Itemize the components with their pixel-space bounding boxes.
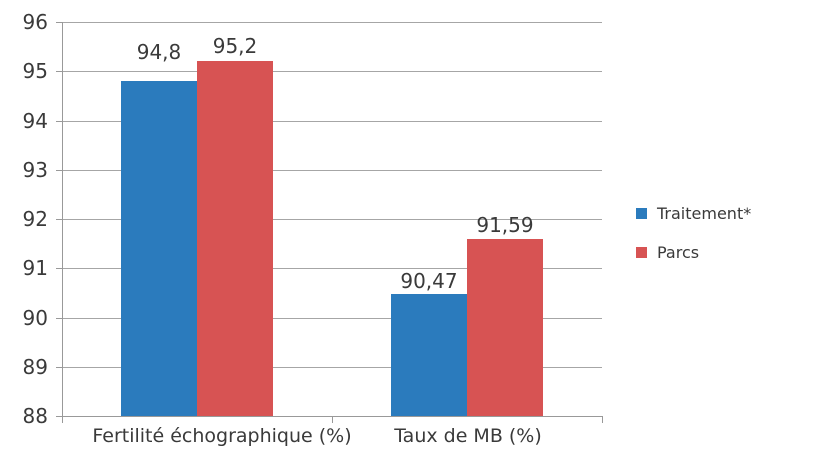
gridline (62, 121, 602, 122)
x-axis-category-label-taux-mb: Taux de MB (%) (394, 425, 542, 447)
y-axis-tick-label: 91 (22, 256, 48, 280)
bar-value-label: 91,59 (476, 213, 534, 237)
gridline (62, 318, 602, 319)
legend-swatch-traitement-icon (636, 208, 647, 219)
x-axis-tick (62, 416, 63, 423)
y-axis-tick (56, 367, 62, 368)
y-axis-tick-label: 93 (22, 158, 48, 182)
y-axis-tick (56, 416, 62, 417)
bar-parcs-0 (197, 61, 273, 416)
y-axis-tick (56, 121, 62, 122)
gridline (62, 22, 602, 23)
bar-value-label: 90,47 (400, 269, 458, 293)
y-axis-tick (56, 268, 62, 269)
y-axis-tick-label: 89 (22, 355, 48, 379)
y-axis-tick (56, 219, 62, 220)
y-axis-tick-label: 95 (22, 59, 48, 83)
legend-label-parcs: Parcs (657, 243, 700, 262)
y-axis-tick (56, 170, 62, 171)
legend-item-traitement: Traitement* (636, 205, 751, 223)
y-axis-tick-label: 88 (22, 404, 48, 428)
legend-item-parcs: Parcs (636, 244, 751, 262)
gridline (62, 219, 602, 220)
legend: Traitement* Parcs (636, 205, 751, 283)
bar-traitement-0 (121, 81, 197, 416)
y-axis-tick (56, 71, 62, 72)
y-axis-line (62, 22, 63, 416)
gridline (62, 71, 602, 72)
legend-label-traitement: Traitement* (657, 204, 752, 223)
gridline (62, 268, 602, 269)
y-axis-tick-label: 96 (22, 10, 48, 34)
y-axis-tick-label: 92 (22, 207, 48, 231)
y-axis-tick (56, 318, 62, 319)
y-axis-tick-label: 94 (22, 109, 48, 133)
gridline (62, 170, 602, 171)
bar-parcs-1 (467, 239, 543, 416)
x-axis-tick (332, 416, 333, 423)
bar-traitement-1 (391, 294, 467, 416)
x-axis-category-label-fertilite: Fertilité échographique (%) (92, 425, 352, 447)
y-axis-tick-label: 90 (22, 306, 48, 330)
legend-swatch-parcs-icon (636, 247, 647, 258)
gridline (62, 367, 602, 368)
bar-value-label: 94,8 (136, 40, 182, 64)
bar-value-label: 95,2 (212, 34, 258, 58)
x-axis-tick (602, 416, 603, 423)
y-axis-tick (56, 22, 62, 23)
